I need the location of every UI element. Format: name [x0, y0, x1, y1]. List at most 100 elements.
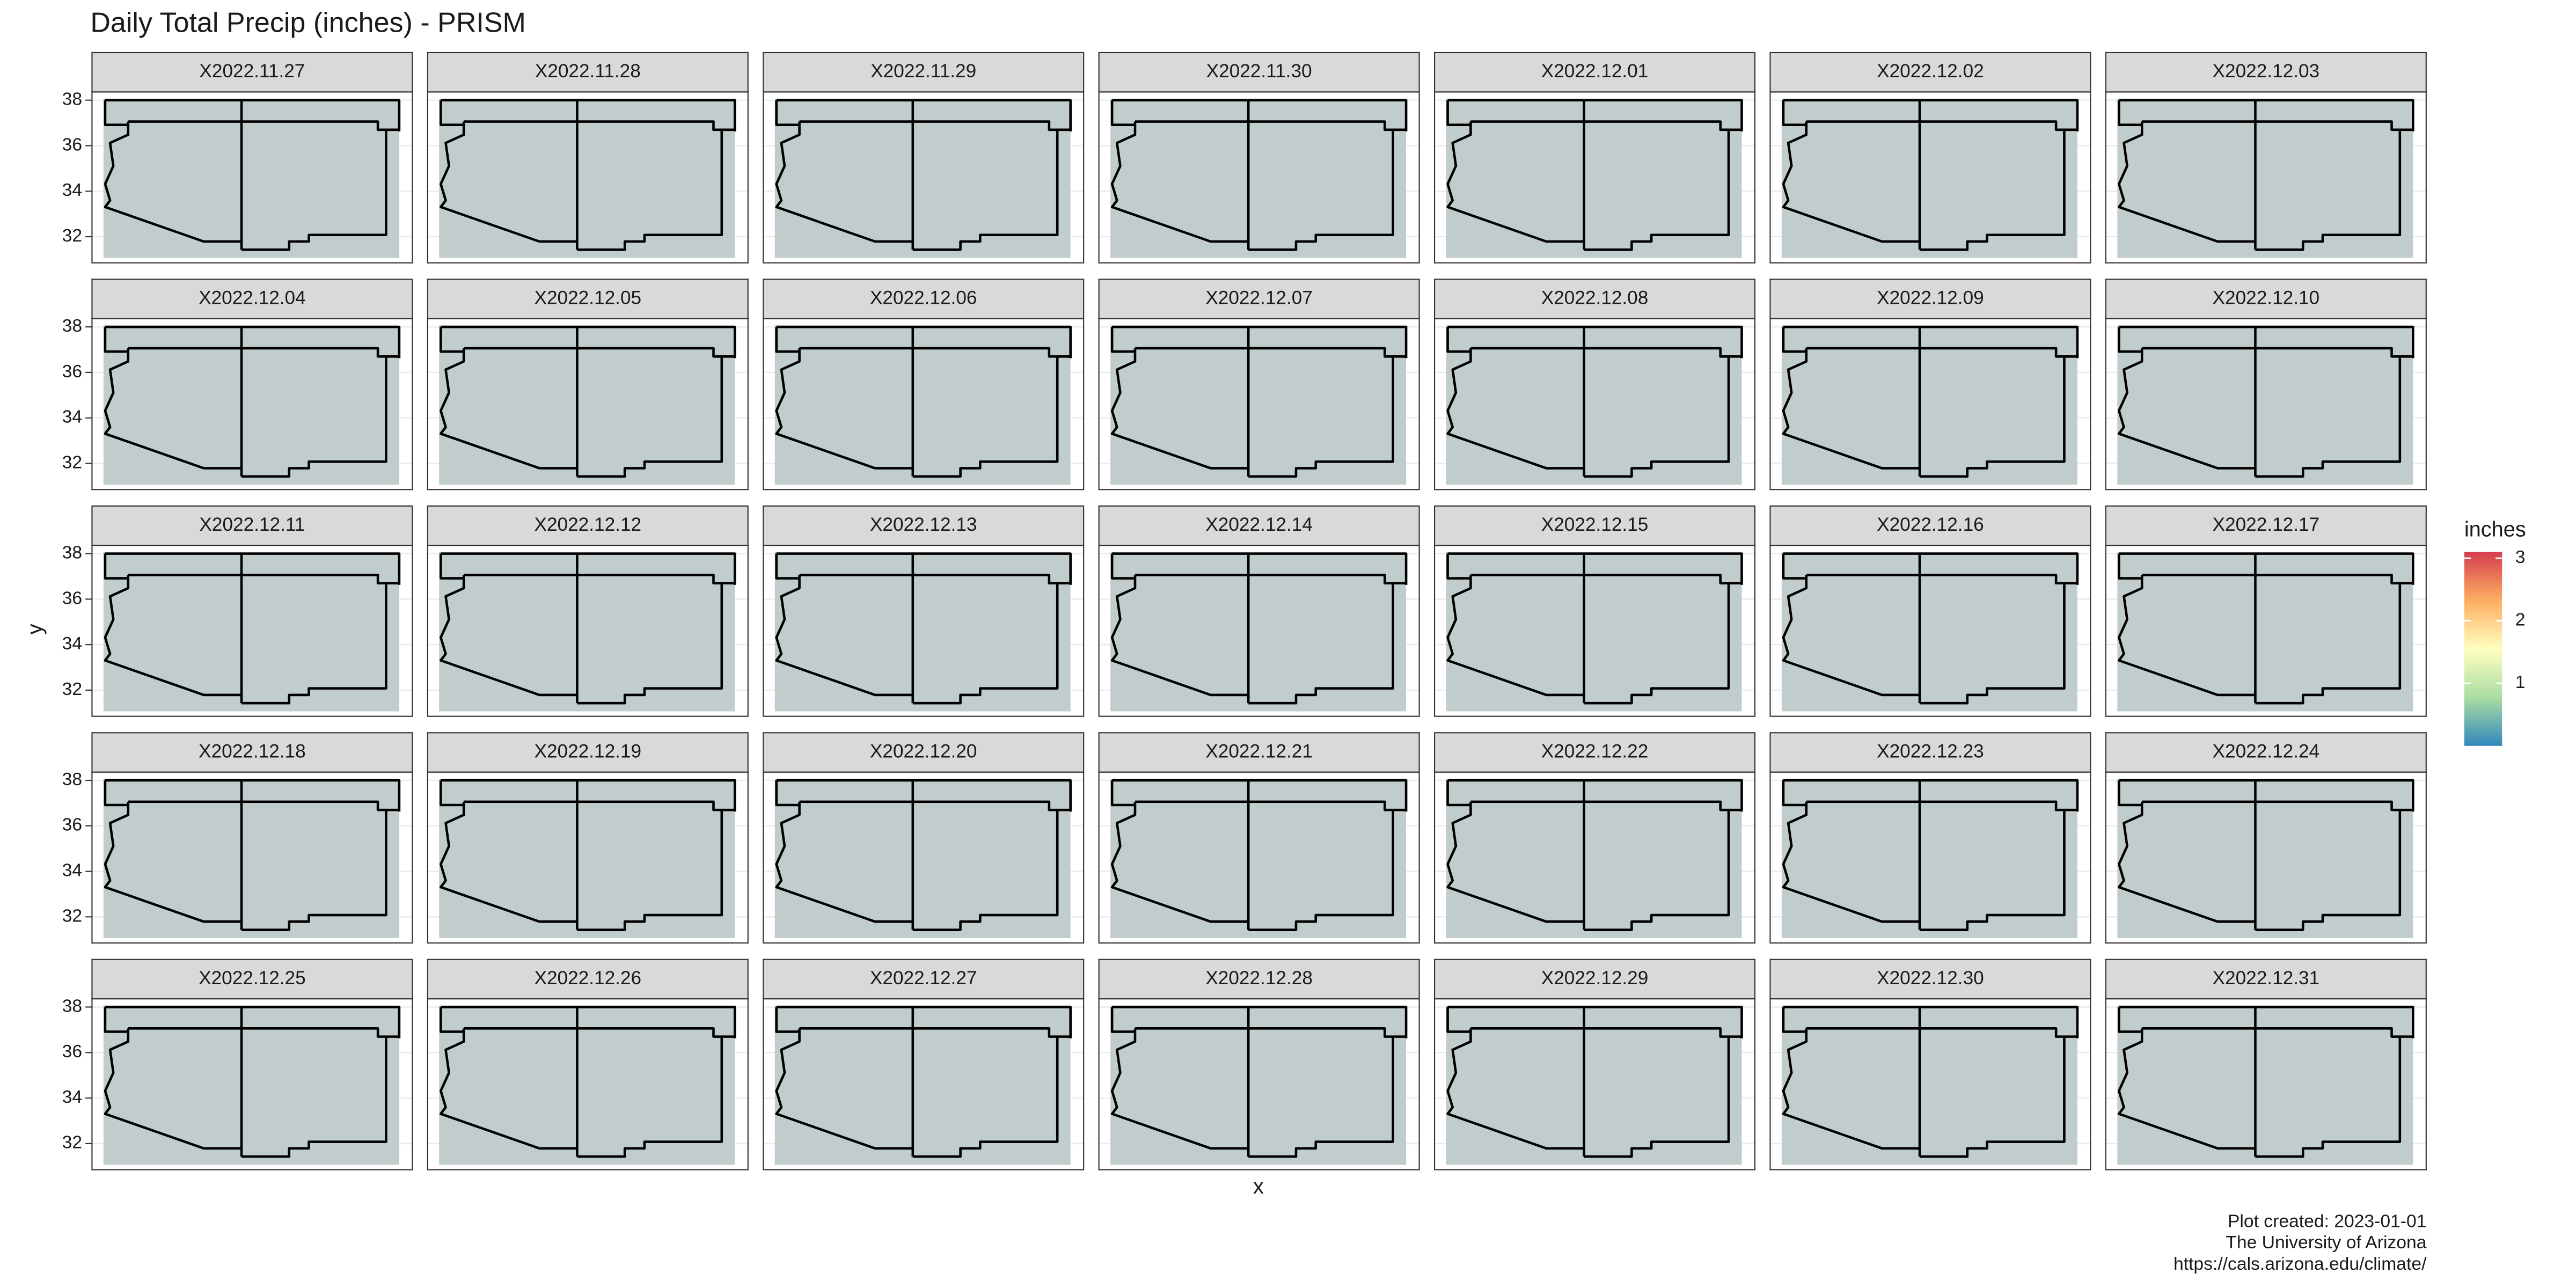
panel-border [427, 91, 749, 264]
facet-strip [91, 732, 413, 773]
y-tick-label: 34 [62, 860, 82, 880]
facet-label: X2022.12.12 [535, 514, 642, 535]
state-map [1110, 1005, 1406, 1165]
facet-strip [2105, 279, 2427, 319]
facet-label: X2022.12.20 [870, 741, 977, 762]
panel-border [2105, 545, 2427, 717]
state-map [1446, 99, 1741, 258]
facet-strip [1433, 52, 1756, 93]
panel-border [763, 318, 1085, 491]
facet-strip [1769, 505, 2091, 546]
state-map [439, 1005, 735, 1165]
facet-label: X2022.12.13 [870, 514, 977, 535]
state-map [775, 552, 1071, 712]
y-tick-label: 38 [62, 543, 82, 562]
facet-strip [1433, 958, 1756, 1000]
state-map [1446, 779, 1741, 938]
y-tick-label: 38 [62, 316, 82, 336]
facet-label: X2022.12.11 [199, 514, 305, 535]
state-map [2117, 1005, 2413, 1165]
panel-border [1769, 998, 2091, 1170]
panel-border [763, 771, 1085, 944]
state-map [2117, 99, 2413, 258]
facet-strip [763, 279, 1085, 319]
panel-border [1769, 545, 2091, 717]
facet-strip [1769, 732, 2091, 773]
legend-tick-label: 2 [2515, 610, 2526, 630]
panel-border [91, 91, 413, 264]
facet-label: X2022.12.04 [199, 287, 306, 308]
panel-border [2105, 91, 2427, 264]
facet-strip [763, 958, 1085, 1000]
chart-title: Daily Total Precip (inches) - PRISM [90, 8, 526, 39]
state-map [775, 99, 1071, 258]
state-map [439, 779, 735, 938]
y-tick-label: 36 [62, 135, 82, 155]
facet-label: X2022.11.29 [870, 61, 976, 82]
panel-border [1433, 318, 1756, 491]
panel-border [1098, 771, 1420, 944]
facet-strip [1769, 279, 2091, 319]
state-map [1110, 99, 1406, 258]
y-tick-label: 36 [62, 588, 82, 608]
caption: Plot created: 2023-01-01 [2228, 1211, 2426, 1231]
y-tick-label: 34 [62, 1087, 82, 1107]
state-map [1110, 779, 1406, 938]
facet-label: X2022.12.06 [870, 287, 977, 308]
legend-title: inches [2464, 517, 2526, 541]
caption: https://cals.arizona.edu/climate/ [2174, 1254, 2427, 1274]
facet-strip [91, 279, 413, 319]
state-map [1446, 1005, 1741, 1165]
y-tick-label: 34 [62, 634, 82, 654]
facet-label: X2022.12.09 [1877, 287, 1984, 308]
facet-label: X2022.12.17 [2213, 514, 2320, 535]
facet-strip [1098, 279, 1420, 319]
panel-border [2105, 318, 2427, 491]
facet-label: X2022.12.21 [1205, 741, 1313, 762]
state-map [2117, 325, 2413, 485]
state-map [1446, 552, 1741, 712]
y-tick-label: 36 [62, 362, 82, 382]
state-map [104, 1005, 399, 1165]
state-map [2117, 779, 2413, 938]
state-map [1782, 325, 2077, 485]
panel-border [1098, 91, 1420, 264]
y-tick-label: 32 [62, 906, 82, 926]
facet-strip [1098, 52, 1420, 93]
facet-label: X2022.12.15 [1541, 514, 1649, 535]
facet-strip [427, 52, 749, 93]
facet-strip [427, 279, 749, 319]
facet-strip [427, 958, 749, 1000]
facet-strip [91, 505, 413, 546]
facet-strip [2105, 505, 2427, 546]
facet-label: X2022.12.29 [1541, 968, 1649, 989]
state-map [104, 552, 399, 712]
state-map [1446, 325, 1741, 485]
facet-label: X2022.12.18 [199, 741, 306, 762]
state-map [1782, 552, 2077, 712]
panel-border [91, 998, 413, 1170]
facet-label: X2022.12.25 [199, 968, 306, 989]
facet-strip [763, 505, 1085, 546]
y-tick-label: 36 [62, 815, 82, 835]
panel-border [427, 998, 749, 1170]
panel-border [1433, 91, 1756, 264]
colorbar [2464, 552, 2502, 746]
facet-label: X2022.12.22 [1541, 741, 1649, 762]
panel-border [427, 545, 749, 717]
facet-label: X2022.12.28 [1205, 968, 1313, 989]
caption: The University of Arizona [2226, 1233, 2426, 1253]
panel-border [1098, 998, 1420, 1170]
state-map [1110, 325, 1406, 485]
y-tick-label: 32 [62, 452, 82, 472]
panel-border [1433, 998, 1756, 1170]
facet-strip [91, 958, 413, 1000]
panel-border [763, 998, 1085, 1170]
facet-label: X2022.12.07 [1205, 287, 1313, 308]
facet-label: X2022.11.28 [535, 61, 641, 82]
y-tick-label: 32 [62, 679, 82, 699]
y-tick-label: 34 [62, 180, 82, 200]
facet-label: X2022.12.01 [1541, 61, 1649, 82]
facet-strip [1098, 505, 1420, 546]
